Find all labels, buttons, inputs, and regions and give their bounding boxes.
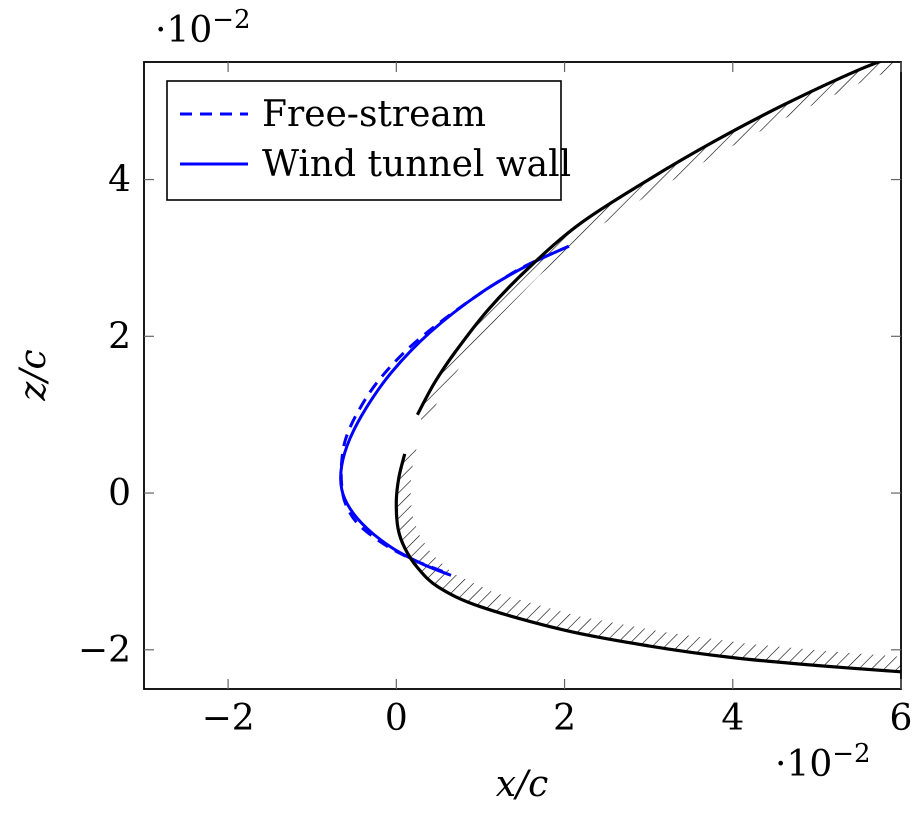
x-tick-label: −2	[202, 698, 255, 739]
x-axis-title: x/c	[496, 764, 549, 805]
legend-label-wind-tunnel-wall: Wind tunnel wall	[262, 144, 571, 185]
ticks-group: −2 0 2 4 6 −2 0 2 4	[78, 62, 913, 739]
x-tick-label: 6	[890, 698, 913, 739]
series-wind-tunnel-wall	[339, 244, 570, 577]
y-axis-title: z/c	[13, 349, 54, 401]
y-multiplier-exp: −2	[212, 5, 250, 35]
series-wall-lower	[394, 453, 901, 674]
legend: Free-stream Wind tunnel wall	[166, 80, 571, 201]
y-tick-label: 2	[108, 316, 131, 357]
x-multiplier-exp: −2	[832, 739, 870, 769]
y-tick-label: 0	[108, 473, 131, 514]
x-tick-label: 2	[553, 698, 576, 739]
x-multiplier-base: ·10	[775, 744, 832, 785]
plot-frame	[143, 61, 902, 690]
x-tick-label: 0	[385, 698, 408, 739]
x-tick-label: 4	[721, 698, 744, 739]
y-tick-label: 4	[108, 160, 131, 201]
lower-surface-hatch	[396, 439, 901, 672]
x-multiplier: ·10−2	[775, 739, 871, 785]
legend-label-free-stream: Free-stream	[262, 94, 486, 135]
y-multiplier-base: ·10	[155, 10, 212, 51]
legend-box	[166, 80, 562, 201]
y-multiplier: ·10−2	[155, 5, 251, 51]
series-group	[339, 62, 901, 674]
y-tick-label: −2	[78, 630, 131, 671]
surface-hatching	[396, 62, 901, 672]
series-wall-upper	[415, 62, 884, 416]
